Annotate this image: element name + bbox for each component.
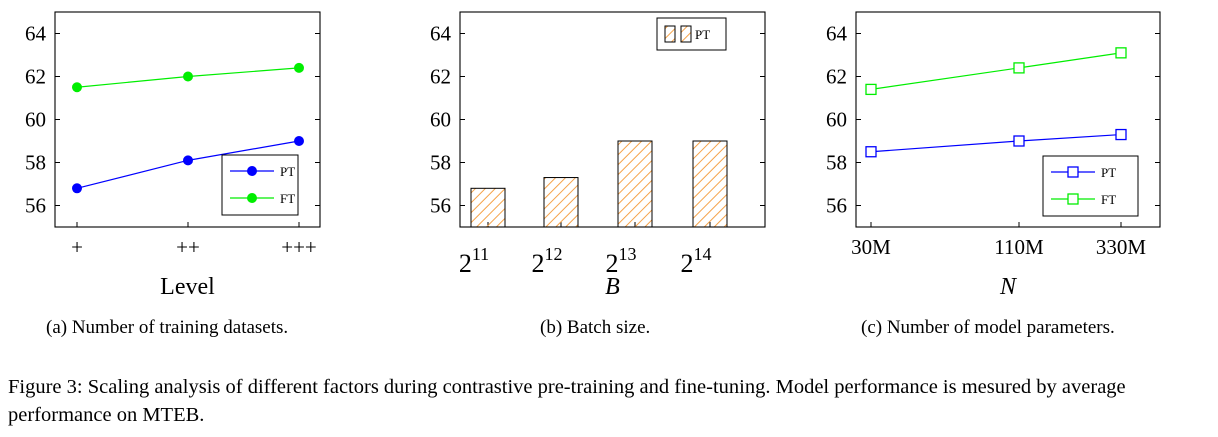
legend-label: FT bbox=[1101, 192, 1116, 207]
x-tick-label: 330M bbox=[1096, 235, 1147, 259]
x-tick-label: 214 bbox=[681, 244, 712, 278]
legend-swatch bbox=[680, 25, 692, 43]
chart-c: 56 58 60 62 64 30M 110M 330M PT FT N bbox=[826, 11, 1161, 300]
legend-marker bbox=[247, 193, 257, 203]
legend-box bbox=[221, 154, 299, 216]
bar bbox=[543, 177, 579, 228]
legend-label: FT bbox=[280, 191, 295, 206]
x-tick-label: + bbox=[71, 235, 83, 259]
legend-box bbox=[1042, 155, 1139, 217]
x-axis-title: Level bbox=[160, 274, 215, 300]
data-point bbox=[1013, 62, 1025, 74]
x-tick-label: ++ bbox=[176, 235, 200, 259]
data-point bbox=[294, 62, 304, 73]
data-point bbox=[865, 146, 877, 158]
x-tick-label: 30M bbox=[851, 235, 891, 259]
x-tick-label: 213 bbox=[606, 244, 637, 278]
y-tick-label: 64 bbox=[25, 22, 47, 46]
series-line bbox=[870, 133, 1122, 153]
data-point bbox=[72, 82, 82, 93]
legend-label: PT bbox=[1101, 165, 1116, 180]
y-tick-label: 62 bbox=[25, 65, 46, 89]
plot-frame bbox=[54, 11, 321, 228]
x-axis-title: N bbox=[999, 274, 1018, 300]
plot-frame bbox=[855, 11, 1161, 228]
legend-marker bbox=[1067, 193, 1079, 205]
data-point bbox=[865, 83, 877, 96]
y-tick-label: 60 bbox=[430, 108, 451, 132]
legend-label: PT bbox=[280, 164, 295, 179]
x-tick-label: +++ bbox=[281, 235, 317, 259]
subcaption-a: (a) Number of training datasets. bbox=[46, 317, 289, 338]
x-tick-label: 212 bbox=[532, 244, 563, 278]
y-tick-label: 60 bbox=[25, 108, 46, 132]
subcaption-b: (b) Batch size. bbox=[540, 317, 651, 338]
data-point bbox=[294, 136, 304, 146]
y-tick-label: 58 bbox=[25, 151, 46, 175]
data-point bbox=[72, 183, 82, 194]
bar bbox=[470, 187, 506, 228]
data-point bbox=[1115, 47, 1127, 59]
subcaption-c: (c) Number of model parameters. bbox=[861, 317, 1115, 338]
data-point bbox=[183, 71, 193, 82]
y-tick-label: 58 bbox=[430, 151, 451, 175]
data-point bbox=[1115, 128, 1127, 141]
y-tick-label: 62 bbox=[430, 65, 451, 89]
x-tick-label: 211 bbox=[459, 244, 489, 278]
chart-b: 56 58 60 62 64 211 212 213 214 PT B bbox=[430, 11, 766, 300]
bar bbox=[692, 140, 728, 228]
plot-frame bbox=[459, 11, 766, 228]
x-axis-title: B bbox=[605, 274, 620, 300]
x-tick-label: 110M bbox=[994, 235, 1044, 259]
y-tick-label: 56 bbox=[826, 194, 847, 218]
data-point bbox=[1013, 135, 1025, 147]
bar bbox=[617, 140, 653, 228]
legend-swatch bbox=[664, 25, 676, 43]
y-tick-label: 56 bbox=[25, 194, 46, 218]
data-point bbox=[183, 155, 193, 166]
y-tick-label: 64 bbox=[826, 22, 848, 46]
y-tick-label: 64 bbox=[430, 22, 452, 46]
legend-marker bbox=[247, 166, 257, 176]
series-line bbox=[870, 52, 1122, 90]
figure-caption: Figure 3: Scaling analysis of different … bbox=[8, 376, 1126, 426]
y-tick-label: 62 bbox=[826, 65, 847, 89]
y-tick-label: 58 bbox=[826, 151, 847, 175]
legend-marker bbox=[1067, 166, 1079, 178]
y-tick-label: 60 bbox=[826, 108, 847, 132]
y-tick-label: 56 bbox=[430, 194, 451, 218]
legend-label: PT bbox=[695, 27, 710, 42]
